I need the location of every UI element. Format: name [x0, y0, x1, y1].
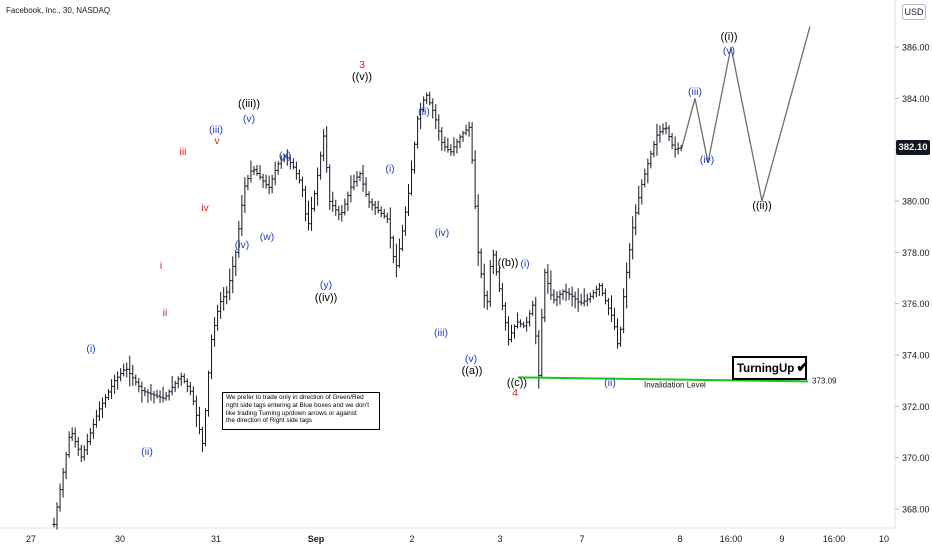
x-tick-label: 2	[409, 534, 414, 544]
check-icon: ✔	[796, 359, 809, 376]
turningup-logo: TurningUp ✔	[732, 356, 809, 380]
wave-label: (i)	[520, 258, 529, 270]
wave-label: (i)	[385, 163, 394, 175]
projection-path	[681, 26, 811, 202]
x-tick-label: 7	[579, 534, 584, 544]
wave-label: (w)	[260, 231, 275, 243]
x-tick-label: 16:00	[720, 534, 743, 544]
x-tick-label: 27	[26, 534, 36, 544]
y-tick-label: 378.00	[902, 248, 930, 258]
y-tick-label: 380.00	[902, 197, 930, 207]
note-line: right side tags entering at Blue boxes a…	[226, 401, 369, 409]
wave-label: (ii)	[141, 446, 153, 458]
note-line: the direction of Right side tags	[226, 417, 312, 425]
wave-labels: (i)(ii)iiiiiiivv(iii)(iv)(v)((iii))(w)(x…	[86, 31, 771, 458]
wave-label: (iv)	[700, 154, 715, 166]
invalidation-level-line	[517, 376, 809, 383]
x-tick-label: Sep	[308, 534, 325, 544]
last-price-badge: 382.10	[896, 140, 930, 155]
trading-note: We prefer to trade only in direction of …	[222, 392, 380, 430]
wave-label: ((v))	[352, 71, 372, 83]
y-tick-label: 384.00	[902, 94, 930, 104]
x-tick-label: 10	[879, 534, 889, 544]
wave-label: ((i))	[720, 31, 737, 43]
note-line: We prefer to trade only in direction of …	[226, 394, 364, 401]
wave-label: (iii)	[434, 327, 448, 339]
note-line: like trading Turning up/down arrows or a…	[226, 409, 357, 417]
brand-label: TurningUp	[737, 363, 795, 375]
x-tick-label: 3	[497, 534, 502, 544]
wave-label: ii	[163, 307, 168, 319]
wave-label: (x)	[279, 150, 291, 162]
wave-label: (ii)	[604, 377, 616, 389]
projection-line	[681, 26, 811, 202]
y-tick-label: 370.00	[902, 453, 930, 463]
y-tick-label: 368.00	[902, 505, 930, 515]
x-tick-label: 8	[677, 534, 682, 544]
wave-label: ((a))	[462, 365, 483, 377]
y-tick-label: 386.00	[902, 43, 930, 53]
wave-label: iv	[201, 202, 209, 214]
wave-label: (i)	[86, 343, 95, 355]
wave-label: iii	[180, 146, 187, 158]
wave-label: ((b))	[498, 257, 519, 269]
symbol-title: Facebook, Inc., 30, NASDAQ	[6, 6, 111, 15]
wave-label: (y)	[320, 279, 332, 291]
y-tick-label: 374.00	[902, 351, 930, 361]
wave-label: (iv)	[235, 239, 250, 251]
invalidation-value: 373.09	[812, 376, 837, 385]
wave-label: ((c))	[507, 377, 527, 389]
wave-label: v	[214, 135, 220, 147]
wave-label: (v)	[465, 353, 477, 365]
wave-label: 3	[359, 59, 365, 71]
x-tick-label: 31	[211, 534, 221, 544]
invalidation-label: Invalidation Level	[644, 380, 706, 389]
wave-label: (ii)	[418, 106, 430, 118]
invalidation-line: Invalidation Level 373.09	[517, 376, 837, 389]
x-tick-label: 9	[779, 534, 784, 544]
currency-button[interactable]: USD	[902, 4, 926, 20]
wave-label: (iii)	[209, 124, 223, 136]
wave-label: (iv)	[435, 227, 450, 239]
wave-label: (v)	[243, 113, 255, 125]
price-bars	[52, 91, 683, 530]
wave-label: ((iii))	[238, 98, 260, 110]
wave-label: 4	[512, 387, 518, 399]
x-tick-label: 30	[115, 534, 125, 544]
wave-label: ((ii))	[752, 200, 772, 212]
y-tick-label: 376.00	[902, 299, 930, 309]
wave-label: (iii)	[688, 86, 702, 98]
x-tick-label: 16:00	[823, 534, 846, 544]
wave-label: i	[160, 260, 162, 272]
y-tick-label: 372.00	[902, 402, 930, 412]
wave-label: (v)	[723, 45, 735, 57]
wave-label: ((iv))	[315, 292, 338, 304]
